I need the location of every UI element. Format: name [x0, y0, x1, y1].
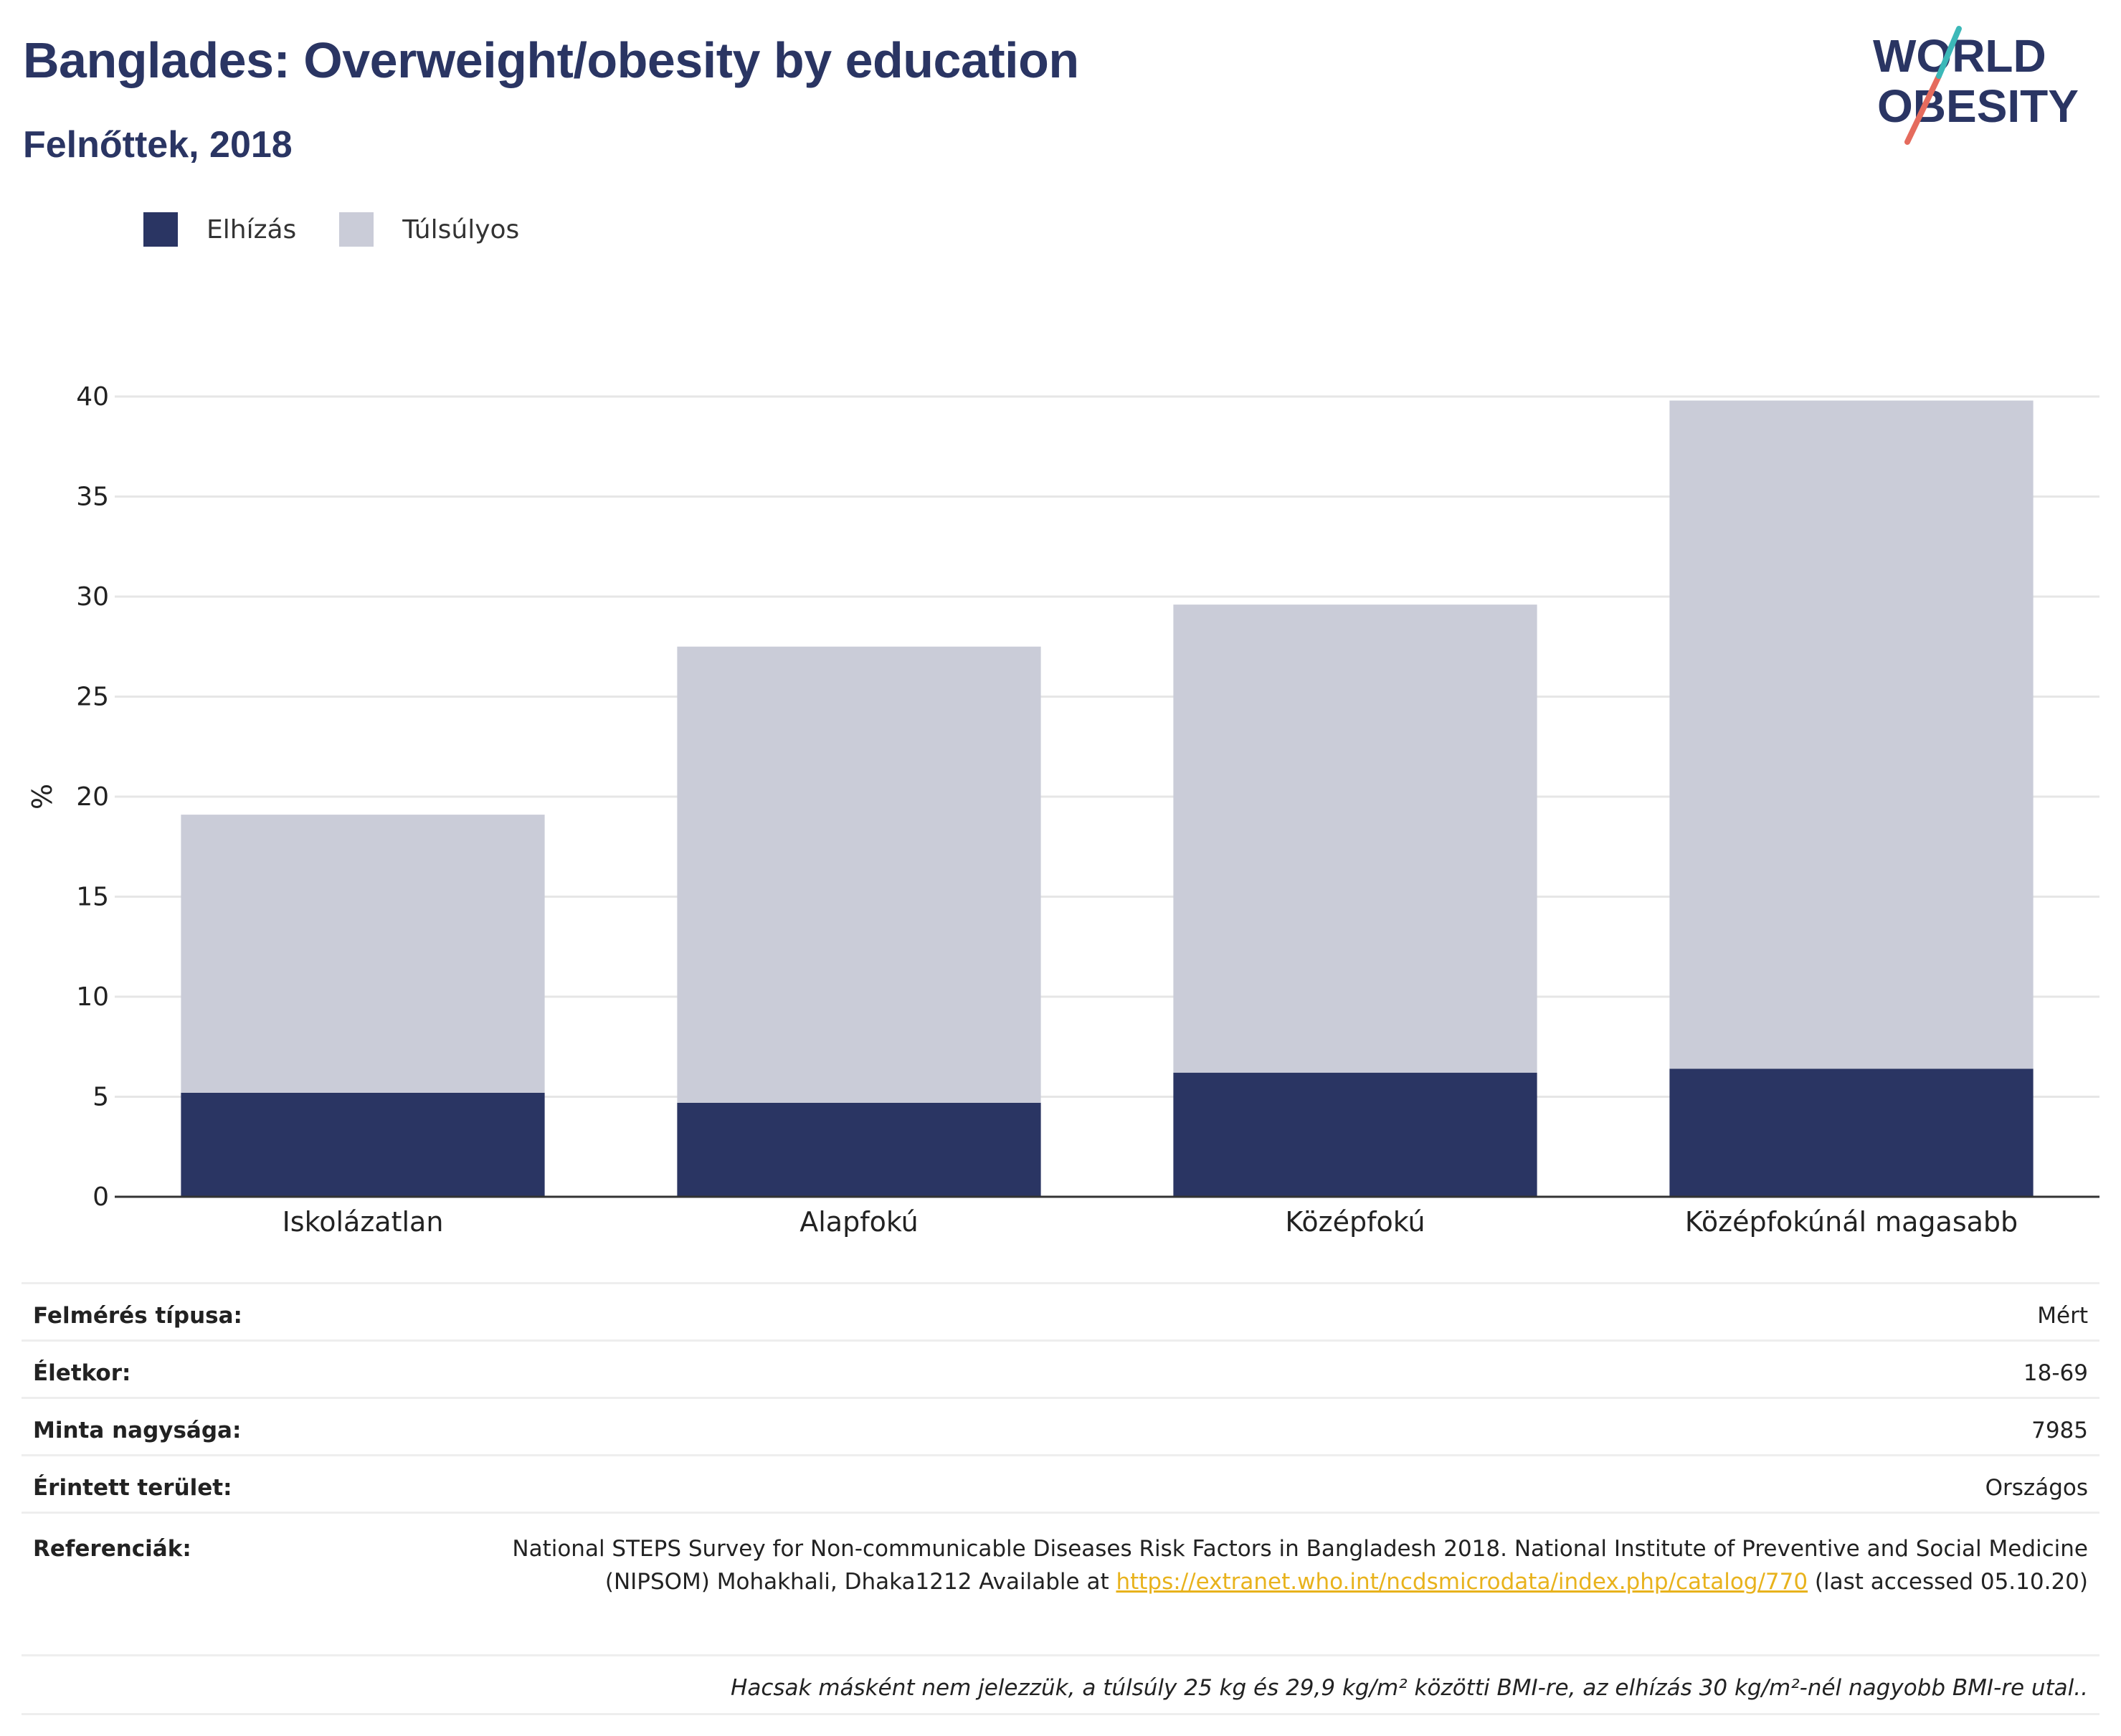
chart-subtitle: Felnőttek, 2018 — [23, 124, 293, 166]
bar-obesity-3 — [1173, 1073, 1537, 1197]
info-value: Országos — [475, 1454, 2099, 1513]
x-tick-label: Középfokú — [1285, 1206, 1425, 1238]
y-tick-label: 30 — [76, 582, 109, 612]
legend-label-overweight: Túlsúlyos — [402, 214, 520, 245]
info-row: Érintett terület: Országos — [22, 1454, 2099, 1513]
bar-overweight-1 — [181, 815, 545, 1093]
reference-link[interactable]: https://extranet.who.int/ncdsmicrodata/i… — [1116, 1569, 1808, 1595]
y-tick-label: 15 — [76, 883, 109, 912]
info-value: Mért — [475, 1282, 2099, 1341]
info-label: Minta nagysága: — [22, 1397, 475, 1456]
info-row: Életkor: 18-69 — [22, 1339, 2099, 1398]
bar-overweight-3 — [1173, 604, 1537, 1073]
info-label: Érintett terület: — [22, 1454, 475, 1513]
reference-text: National STEPS Survey for Non-communicab… — [475, 1512, 2099, 1656]
info-row: Felmérés típusa: Mért — [22, 1282, 2099, 1341]
bar-obesity-4 — [1669, 1068, 2034, 1197]
info-label: Referenciák: — [22, 1512, 475, 1656]
legend-swatch-overweight — [339, 212, 374, 247]
info-label: Életkor: — [22, 1339, 475, 1398]
info-row-reference: Referenciák: National STEPS Survey for No… — [22, 1512, 2099, 1656]
legend-item-obesity[interactable]: Elhízás — [143, 212, 296, 247]
bar-chart: 0 5 10 15 20 25 30 35 40% Iskolázatlan Alapfokú Köz… — [27, 382, 2099, 1238]
info-value: 18-69 — [475, 1339, 2099, 1398]
legend-item-overweight[interactable]: Túlsúlyos — [339, 212, 519, 247]
bar-overweight-2 — [677, 646, 1041, 1103]
info-value: 7985 — [475, 1397, 2099, 1456]
x-tick-label: Iskolázatlan — [283, 1206, 444, 1238]
x-tick-label: Középfokúnál magasabb — [1685, 1206, 2018, 1238]
bar-obesity-2 — [677, 1102, 1041, 1197]
info-label: Felmérés típusa: — [22, 1282, 475, 1341]
world-obesity-logo: WORLD OBESITY — [1873, 26, 2079, 145]
chart-title: Banglades: Overweight/obesity by educati… — [23, 32, 1079, 88]
x-tick-label: Alapfokú — [799, 1206, 919, 1238]
y-tick-label: 40 — [76, 382, 109, 412]
y-tick-label: 35 — [76, 483, 109, 512]
footnote-row: Hacsak másként nem jelezzük, a túlsúly 2… — [22, 1654, 2099, 1715]
y-tick-label: 20 — [76, 782, 109, 812]
svg-text:WORLD: WORLD — [1873, 30, 2046, 82]
y-tick-label: 5 — [92, 1083, 109, 1112]
y-tick-label: 10 — [76, 982, 109, 1012]
y-tick-label: 0 — [92, 1182, 109, 1212]
axes: 0 5 10 15 20 25 30 35 40% Iskolázatlan Alapfokú Köz… — [27, 382, 2099, 1238]
info-row: Minta nagysága: 7985 — [22, 1397, 2099, 1456]
bars — [181, 400, 2034, 1197]
bar-overweight-4 — [1669, 400, 2034, 1069]
y-tick-label: 25 — [76, 683, 109, 712]
legend-label-obesity: Elhízás — [207, 214, 297, 245]
footnote: Hacsak másként nem jelezzük, a túlsúly 2… — [22, 1654, 2099, 1715]
svg-text:OBESITY: OBESITY — [1877, 80, 2079, 132]
legend-swatch-obesity — [143, 212, 178, 247]
bar-obesity-1 — [181, 1092, 545, 1197]
survey-info-table: Felmérés típusa: Mért Életkor: 18-69 Minta n… — [22, 1282, 2099, 1715]
y-axis-label: % — [27, 784, 58, 810]
chart-legend: Elhízás Túlsúlyos — [143, 212, 562, 247]
